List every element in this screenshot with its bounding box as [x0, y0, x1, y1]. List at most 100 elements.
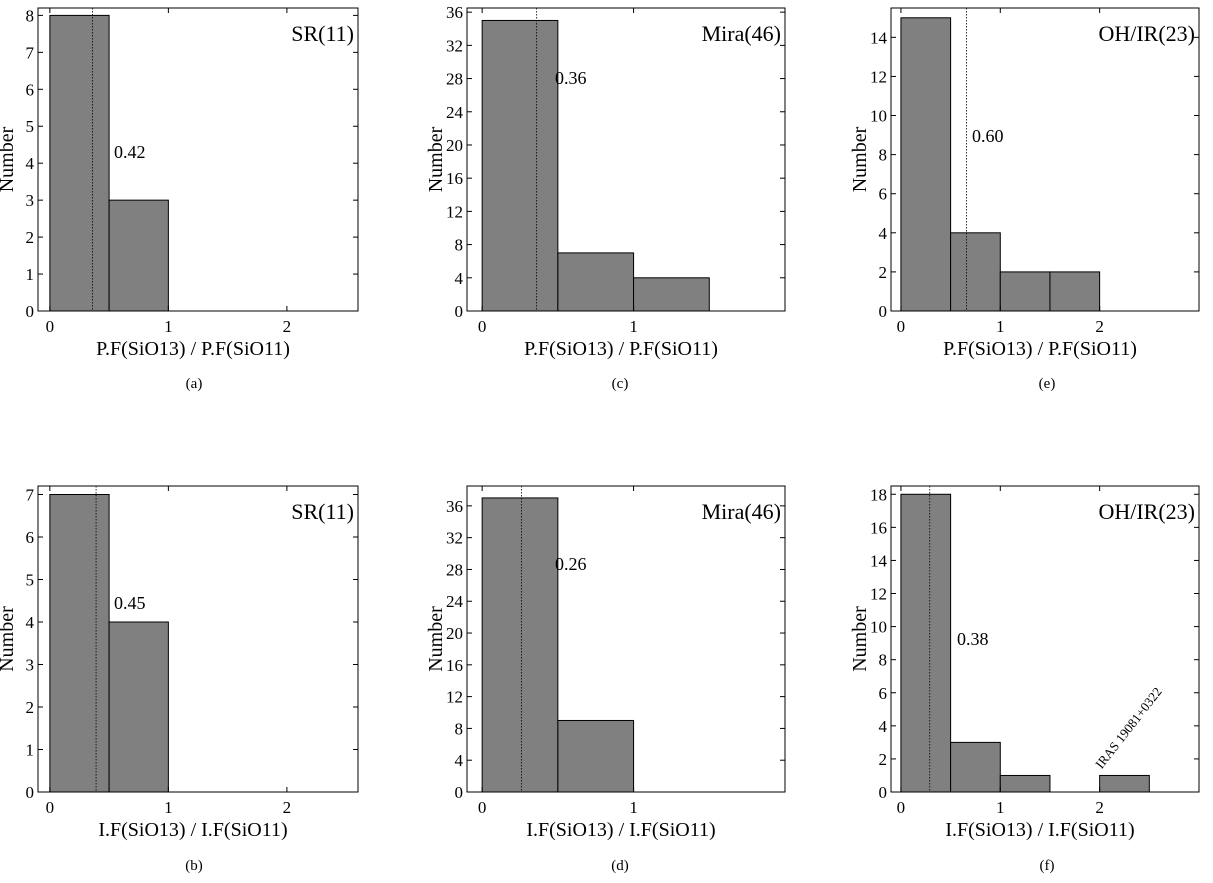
histogram-bar [49, 14, 110, 312]
x-tick-label: 0 [46, 798, 55, 817]
y-tick-label: 14 [870, 28, 888, 47]
histogram-bar [999, 271, 1051, 312]
y-tick-label: 1 [26, 265, 35, 284]
y-tick-label: 24 [446, 592, 464, 611]
x-tick-label: 2 [1095, 798, 1104, 817]
y-tick-label: 7 [26, 43, 35, 62]
y-tick-label: 36 [446, 3, 463, 22]
y-axis-title: Number [849, 606, 871, 672]
y-axis-title: Number [849, 126, 871, 192]
y-tick-label: 2 [26, 698, 35, 717]
y-tick-label: 16 [446, 169, 463, 188]
x-axis-title: P.F(SiO13) / P.F(SiO11) [96, 338, 290, 360]
axes-frame [466, 7, 786, 312]
y-tick-label: 0 [26, 783, 35, 802]
x-tick-label: 2 [283, 317, 292, 336]
y-tick-label: 14 [870, 551, 888, 570]
x-axis-title: P.F(SiO13) / P.F(SiO11) [943, 338, 1137, 360]
y-tick-label: 28 [446, 560, 463, 579]
corner-label: SR(11) [291, 21, 354, 46]
histogram-bar [108, 199, 169, 312]
x-tick-label: 1 [996, 798, 1005, 817]
histogram-bar [1099, 774, 1150, 793]
x-tick-label: 0 [897, 317, 906, 336]
y-tick-label: 2 [879, 263, 888, 282]
y-tick-label: 0 [26, 302, 35, 321]
x-tick-label: 1 [629, 798, 638, 817]
y-tick-label: 8 [455, 236, 464, 255]
y-tick-label: 8 [26, 6, 35, 25]
histogram-bar [950, 741, 1001, 793]
histogram-bar [900, 17, 952, 312]
y-axis-title: Number [425, 126, 447, 192]
axes-frame [37, 485, 359, 793]
x-axis-title: I.F(SiO13) / I.F(SiO11) [98, 819, 287, 841]
y-tick-label: 4 [455, 751, 464, 770]
x-tick-label: 0 [46, 317, 55, 336]
x-tick-label: 0 [478, 317, 487, 336]
y-tick-label: 7 [26, 486, 35, 505]
y-tick-label: 12 [446, 688, 463, 707]
median-value-label: 0.45 [114, 593, 146, 613]
panel-caption: (a) [186, 376, 203, 392]
histogram-bar [108, 621, 169, 793]
x-axis-title: P.F(SiO13) / P.F(SiO11) [524, 338, 718, 360]
axes-frame [890, 485, 1200, 793]
y-tick-label: 0 [455, 783, 464, 802]
y-tick-label: 8 [455, 719, 464, 738]
corner-label: Mira(46) [702, 21, 781, 46]
y-tick-label: 36 [446, 497, 463, 516]
histogram-bar [633, 277, 710, 312]
y-tick-label: 0 [879, 783, 888, 802]
x-tick-label: 1 [164, 798, 173, 817]
y-tick-label: 8 [879, 651, 888, 670]
panel-caption: (d) [611, 858, 629, 874]
panel-c: 0 4 8 12 16 20 24 28 32 36 0 1 Mira(46) 0.36 P.F(SiO13… [425, 3, 786, 392]
axes-frame [466, 485, 786, 793]
y-tick-label: 10 [870, 618, 887, 637]
y-tick-label: 18 [870, 485, 887, 504]
y-tick-label: 8 [879, 146, 888, 165]
y-tick-label: 16 [446, 656, 463, 675]
corner-label: SR(11) [291, 499, 354, 524]
y-tick-label: 5 [26, 571, 35, 590]
histogram-bar [49, 494, 110, 793]
y-tick-label: 3 [26, 191, 35, 210]
y-tick-label: 6 [879, 185, 888, 204]
y-tick-label: 3 [26, 656, 35, 675]
panel-b: 0 1 2 3 4 5 6 7 0 1 2 SR(11) 0.45 I.F(SiO13) / I.F(Si… [0, 485, 359, 874]
median-value-label: 0.36 [555, 68, 587, 88]
histogram-bar [950, 232, 1001, 312]
corner-label: OH/IR(23) [1098, 21, 1195, 46]
corner-label: Mira(46) [702, 499, 781, 524]
y-tick-label: 5 [26, 117, 35, 136]
panel-caption: (b) [185, 858, 203, 874]
median-value-label: 0.42 [114, 142, 146, 162]
y-axis-title: Number [425, 606, 447, 672]
y-tick-label: 12 [870, 585, 887, 604]
y-tick-label: 32 [446, 36, 463, 55]
y-tick-label: 0 [879, 302, 888, 321]
histogram-bar [481, 497, 559, 793]
y-tick-label: 28 [446, 70, 463, 89]
y-axis-title: Number [0, 606, 18, 672]
y-tick-label: 6 [26, 80, 35, 99]
panel-a: 0 1 2 3 4 5 6 7 8 0 1 2 SR(11) 0.42 P.F(SiO13) / P.F(S… [0, 6, 359, 392]
x-tick-label: 0 [478, 798, 487, 817]
histogram-bar [481, 19, 559, 312]
y-tick-label: 12 [446, 202, 463, 221]
corner-label: OH/IR(23) [1098, 499, 1195, 524]
x-tick-label: 1 [164, 317, 173, 336]
histogram-bar [999, 774, 1051, 793]
y-tick-label: 20 [446, 624, 463, 643]
y-tick-label: 4 [879, 224, 888, 243]
y-tick-label: 0 [455, 302, 464, 321]
y-tick-label: 2 [879, 750, 888, 769]
panel-d: 0 4 8 12 16 20 24 28 32 36 0 1 Mira(46) 0.26 I.F(SiO13… [425, 485, 786, 874]
y-tick-label: 10 [870, 107, 887, 126]
median-value-label: 0.38 [957, 629, 989, 649]
source-annotation: IRAS 19081+0322 [1092, 684, 1165, 771]
histogram-bar [557, 252, 635, 312]
histogram-bar [900, 493, 952, 793]
